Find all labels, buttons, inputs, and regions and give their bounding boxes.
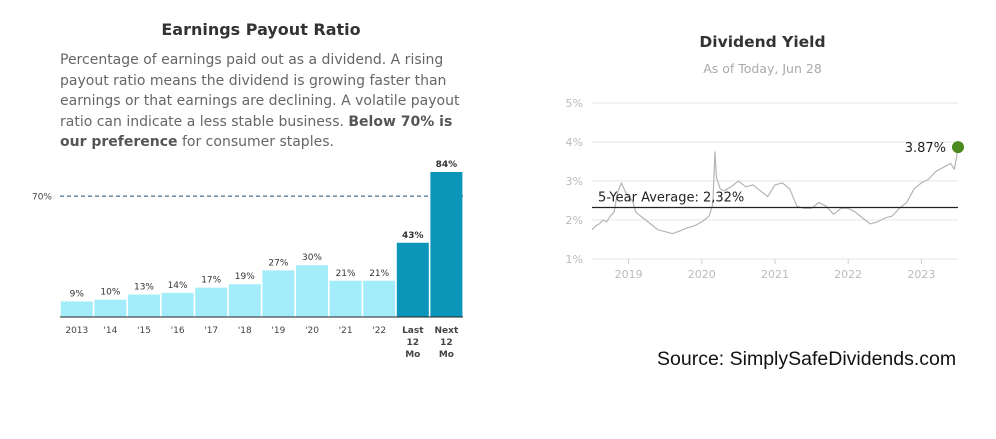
payout-category-label-line: Mo	[405, 350, 420, 360]
payout-bar	[228, 284, 261, 317]
payout-bar	[329, 280, 362, 317]
payout-bar	[363, 280, 396, 317]
yield-y-tick-label: 1%	[566, 253, 583, 266]
yield-chart-subtitle: As of Today, Jun 28	[703, 61, 822, 76]
payout-bar	[296, 265, 328, 317]
yield-current-marker	[952, 141, 964, 154]
payout-value-label: 30%	[302, 253, 322, 263]
payout-reference-label: 70%	[32, 193, 52, 203]
payout-category-label-line: '16	[171, 326, 185, 336]
yield-series-line	[591, 147, 959, 235]
payout-category-label-line: '22	[372, 326, 386, 336]
payout-value-label: 10%	[100, 288, 120, 298]
payout-value-label: 21%	[336, 269, 356, 279]
yield-average-label: 5-Year Average: 2,32%	[598, 191, 744, 206]
payout-chart-description: Percentage of earnings paid out as a div…	[60, 52, 460, 150]
payout-category-label: '21	[339, 326, 353, 336]
payout-category-label: '17	[204, 326, 218, 336]
source-credit: Source: SimplySafeDividends.com	[657, 348, 957, 370]
payout-bar	[262, 270, 295, 317]
payout-category-label: Last 12 Mo	[402, 326, 424, 360]
payout-chart-title: Earnings Payout Ratio	[161, 20, 361, 39]
yield-y-tick-label: 5%	[566, 97, 583, 110]
payout-category-label: Next 12 Mo	[435, 326, 459, 360]
payout-category-label-line: '19	[271, 326, 285, 336]
yield-x-tick-label: 2022	[834, 268, 862, 281]
payout-category-label-line: '21	[339, 326, 353, 336]
payout-category-label-line: '14	[103, 326, 117, 336]
payout-category-label: '15	[137, 326, 151, 336]
payout-bar	[60, 301, 93, 317]
payout-category-label-line: '17	[204, 326, 218, 336]
payout-category-label: '20	[305, 326, 319, 336]
payout-category-label: 2013	[65, 326, 88, 336]
payout-category-label-line: 12	[407, 338, 420, 348]
yield-y-tick-label: 2%	[566, 214, 583, 227]
payout-value-label: 43%	[402, 231, 424, 241]
payout-value-label: 27%	[268, 258, 288, 268]
payout-bar	[195, 287, 228, 317]
payout-category-label-line: 12	[440, 338, 453, 348]
payout-category-label: '14	[103, 326, 117, 336]
payout-bar	[128, 294, 160, 317]
payout-category-label-line: '20	[305, 326, 319, 336]
payout-category-label-line: Mo	[439, 350, 454, 360]
payout-value-label: 19%	[235, 272, 255, 282]
payout-category-label: '16	[171, 326, 185, 336]
payout-bar	[430, 172, 463, 317]
payout-value-label: 14%	[168, 281, 188, 291]
yield-x-tick-label: 2023	[907, 268, 935, 281]
payout-value-label: 13%	[134, 283, 154, 293]
payout-bar	[396, 242, 429, 317]
payout-category-label-line: Next	[435, 326, 459, 336]
yield-chart-title: Dividend Yield	[699, 33, 826, 51]
yield-x-tick-label: 2020	[688, 268, 716, 281]
payout-bar	[161, 292, 194, 317]
payout-value-label: 17%	[201, 276, 221, 286]
yield-x-tick-label: 2019	[615, 268, 643, 281]
payout-category-label-line: '18	[238, 326, 252, 336]
payout-value-label: 84%	[436, 160, 458, 170]
payout-bar	[94, 299, 127, 317]
payout-category-label: '18	[238, 326, 252, 336]
payout-category-label: '19	[271, 326, 285, 336]
payout-category-label-line: Last	[402, 326, 424, 336]
payout-category-label: '22	[372, 326, 386, 336]
payout-value-label: 21%	[369, 269, 389, 279]
yield-x-tick-label: 2021	[761, 268, 789, 281]
payout-category-label-line: 2013	[65, 326, 88, 336]
yield-y-tick-label: 3%	[566, 175, 583, 188]
payout-value-label: 9%	[70, 289, 85, 299]
yield-current-label: 3.87%	[905, 141, 946, 156]
payout-category-label-line: '15	[137, 326, 151, 336]
yield-y-tick-label: 4%	[566, 136, 583, 149]
